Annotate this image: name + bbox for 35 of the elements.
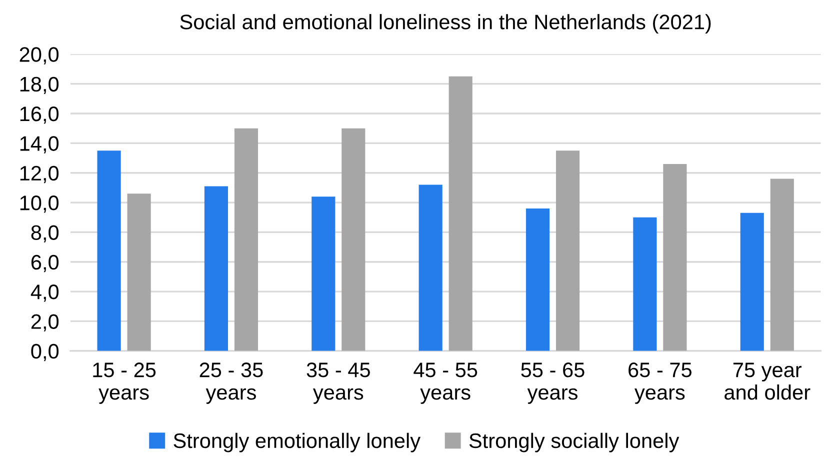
x-tick-label: 15 - 25 years	[93, 362, 156, 404]
y-tick-label: 2,0	[31, 314, 59, 332]
x-tick-label: 55 - 65 years	[521, 362, 584, 404]
y-tick-label: 18,0	[20, 76, 59, 94]
legend-label: Strongly socially lonely	[469, 432, 680, 452]
bar	[418, 184, 442, 351]
bar	[312, 196, 336, 351]
bar	[448, 76, 472, 351]
x-tick-label: 25 - 35 years	[200, 362, 263, 404]
bar	[526, 208, 550, 351]
x-tick-label: 35 - 45 years	[306, 362, 370, 404]
y-tick-label: 8,0	[31, 225, 59, 242]
legend-label: Strongly emotionally lonely	[174, 432, 421, 452]
bar	[740, 212, 764, 351]
bar	[127, 194, 151, 351]
bar	[342, 128, 366, 351]
y-tick-label: 14,0	[20, 136, 59, 154]
bar	[770, 178, 794, 351]
bar	[234, 128, 258, 351]
x-tick-label: 45 - 55 years	[414, 362, 478, 404]
bar	[556, 150, 580, 351]
y-tick-label: 20,0	[20, 47, 59, 64]
y-tick-label: 12,0	[20, 166, 59, 184]
x-tick-label: 75 year and older	[724, 362, 810, 400]
y-tick-label: 0,0	[31, 344, 59, 362]
bar	[204, 186, 228, 351]
y-tick-label: 4,0	[30, 284, 59, 302]
bar	[97, 150, 121, 351]
chart-title: Social and emotional loneliness in the Netherlands (2021)	[180, 14, 711, 34]
bar	[633, 217, 657, 351]
x-tick-label: 65 - 75 years	[628, 362, 692, 404]
y-tick-label: 16,0	[20, 106, 59, 124]
y-tick-label: 6,0	[31, 254, 59, 272]
y-tick-label: 10,0	[20, 196, 59, 213]
bar	[663, 164, 687, 351]
